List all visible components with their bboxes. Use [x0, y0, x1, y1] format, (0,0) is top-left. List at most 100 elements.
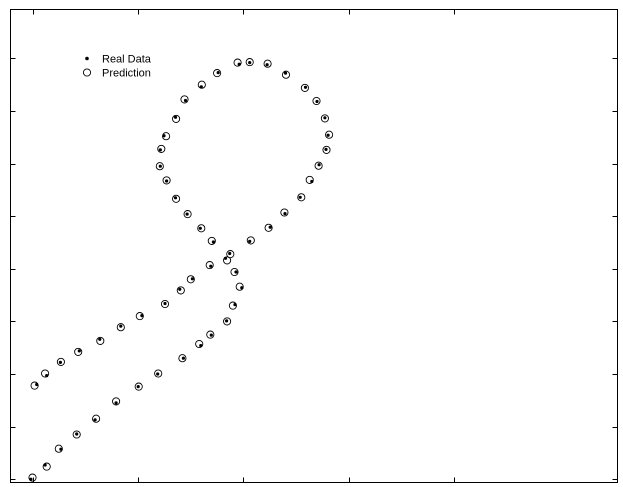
prediction-point [305, 175, 314, 184]
prediction-point [280, 208, 289, 217]
real-data-point [317, 163, 321, 167]
real-data-point [233, 303, 237, 307]
real-data-point [158, 164, 162, 168]
prediction-point [92, 414, 101, 423]
real-data-point [140, 314, 144, 318]
real-data-point [165, 179, 169, 183]
real-data-point [310, 179, 314, 184]
prediction-point [197, 224, 206, 233]
real-data-point [240, 286, 244, 290]
real-data-point [225, 319, 229, 323]
real-data-point [35, 382, 39, 387]
real-data-point [59, 447, 63, 451]
prediction-point [223, 317, 232, 326]
real-data-point [324, 147, 328, 151]
prediction-point [206, 330, 215, 339]
real-data-point [234, 270, 238, 274]
real-data-point [181, 356, 185, 360]
prediction-point [245, 58, 254, 67]
real-data-point [198, 226, 202, 230]
real-data-point [199, 85, 203, 89]
prediction-point [72, 430, 81, 439]
prediction-point [205, 261, 214, 270]
prediction-point [223, 256, 232, 265]
prediction-point [41, 369, 50, 378]
real-data-point [173, 196, 178, 200]
prediction-point [172, 194, 181, 203]
prediction-point [96, 336, 105, 345]
prediction-point [28, 473, 37, 482]
real-data-point [248, 239, 252, 243]
real-data-point [77, 349, 81, 353]
prediction-point [297, 193, 306, 202]
prediction-point [157, 144, 166, 153]
prediction-point [226, 250, 235, 259]
real-data-point [178, 287, 182, 291]
real-data-point [237, 62, 241, 66]
prediction-point [30, 381, 39, 390]
prediction-point [230, 267, 239, 277]
axis-ticks [10, 9, 618, 483]
prediction-point [233, 58, 242, 67]
legend-prediction-label: Prediction [102, 68, 151, 80]
real-data-point [114, 401, 118, 405]
real-data-point [162, 134, 166, 138]
real-data-point [209, 264, 213, 268]
real-data-point [29, 477, 33, 481]
real-data-point [265, 63, 269, 67]
prediction-point [56, 357, 65, 366]
prediction-point [320, 114, 329, 123]
real-data-series [29, 61, 330, 481]
prediction-point [42, 462, 51, 471]
legend: Real Data Prediction [68, 47, 165, 81]
prediction-point [322, 145, 331, 154]
prediction-point [172, 114, 181, 123]
real-data-point [199, 344, 203, 348]
real-data-point [298, 195, 302, 199]
prediction-point [300, 83, 309, 92]
real-data-point [173, 115, 178, 119]
real-data-point [75, 432, 79, 436]
prediction-point [155, 162, 164, 171]
real-data-point [323, 116, 327, 120]
prediction-point [207, 236, 216, 245]
prediction-point [325, 130, 334, 139]
prediction-point [162, 176, 171, 185]
prediction-series [28, 58, 334, 482]
real-data-point [228, 251, 232, 256]
prediction-point [112, 397, 121, 406]
real-data-point [283, 71, 288, 75]
real-data-point [136, 385, 140, 389]
prediction-point [186, 275, 195, 284]
real-data-point [183, 98, 188, 103]
real-data-point [43, 463, 47, 467]
real-data-point [185, 212, 189, 216]
prediction-point [183, 210, 192, 219]
real-data-point [119, 324, 123, 328]
real-data-point [268, 225, 272, 229]
real-data-point [156, 372, 160, 376]
prediction-point [246, 236, 255, 245]
real-data-point [248, 61, 252, 65]
prediction-point [263, 59, 272, 68]
prediction-point [160, 299, 170, 309]
real-data-point [283, 212, 287, 216]
prediction-point [178, 354, 187, 363]
prediction-point [314, 161, 323, 170]
prediction-point [116, 323, 125, 332]
real-data-point [190, 277, 194, 281]
real-data-point [163, 301, 167, 306]
real-data-point [303, 85, 308, 89]
real-data-point [209, 333, 213, 337]
prediction-point [134, 382, 143, 391]
real-data-point [223, 256, 228, 260]
real-data-point [158, 148, 162, 152]
prediction-point [213, 69, 222, 78]
real-data-point [58, 360, 63, 364]
real-data-point [211, 240, 215, 244]
prediction-point [228, 301, 237, 310]
real-data-point [45, 374, 49, 378]
prediction-point [312, 96, 321, 106]
legend-prediction-marker [82, 68, 92, 77]
